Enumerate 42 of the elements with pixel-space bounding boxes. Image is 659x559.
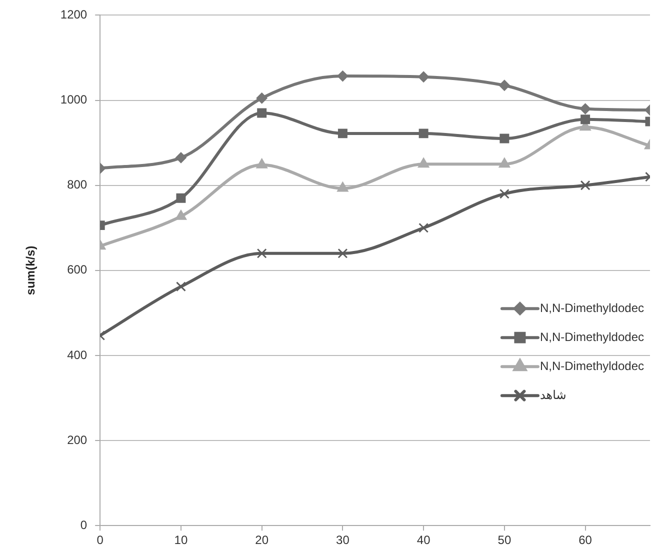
legend-label: N,N-Dimethyldodec (540, 358, 644, 373)
legend-label: شاهد (540, 388, 566, 402)
point (175, 210, 187, 220)
point (176, 193, 186, 203)
point (580, 180, 590, 190)
y-axis-title: sum(k/s) (24, 246, 38, 296)
point (337, 70, 348, 82)
point (176, 282, 186, 292)
point (418, 222, 429, 233)
y-tick-label: 400 (67, 348, 88, 362)
y-tick-label: 800 (67, 178, 88, 192)
point (418, 128, 428, 138)
x-tick-label: 30 (336, 533, 350, 548)
point (499, 188, 510, 199)
legend-label: N,N-Dimethyldodec (540, 300, 644, 315)
x-tick-label: 0 (96, 533, 104, 548)
point (498, 80, 510, 91)
x-tick-label: 40 (416, 533, 431, 548)
point (256, 158, 268, 168)
point (256, 92, 268, 104)
x-tick-label: 60 (578, 533, 592, 548)
point (338, 248, 348, 258)
point (498, 158, 510, 168)
point (257, 108, 267, 118)
point (418, 158, 430, 168)
point (580, 103, 591, 114)
y-tick-label: 200 (67, 432, 88, 447)
point (256, 248, 267, 258)
legend-label: N,N-Dimethyldodec (540, 330, 644, 344)
point (580, 114, 590, 124)
point (175, 152, 186, 164)
point (337, 182, 348, 192)
x-tick-label: 20 (255, 533, 269, 548)
y-tick-label: 0 (80, 518, 88, 532)
y-tick-label: 600 (67, 262, 88, 277)
y-tick-label: 1200 (60, 8, 88, 22)
point (500, 134, 510, 144)
point (418, 71, 430, 82)
y-tick-label: 1000 (60, 92, 88, 107)
point (338, 128, 348, 138)
x-tick-label: 50 (498, 533, 512, 548)
x-tick-label: 10 (174, 533, 188, 548)
